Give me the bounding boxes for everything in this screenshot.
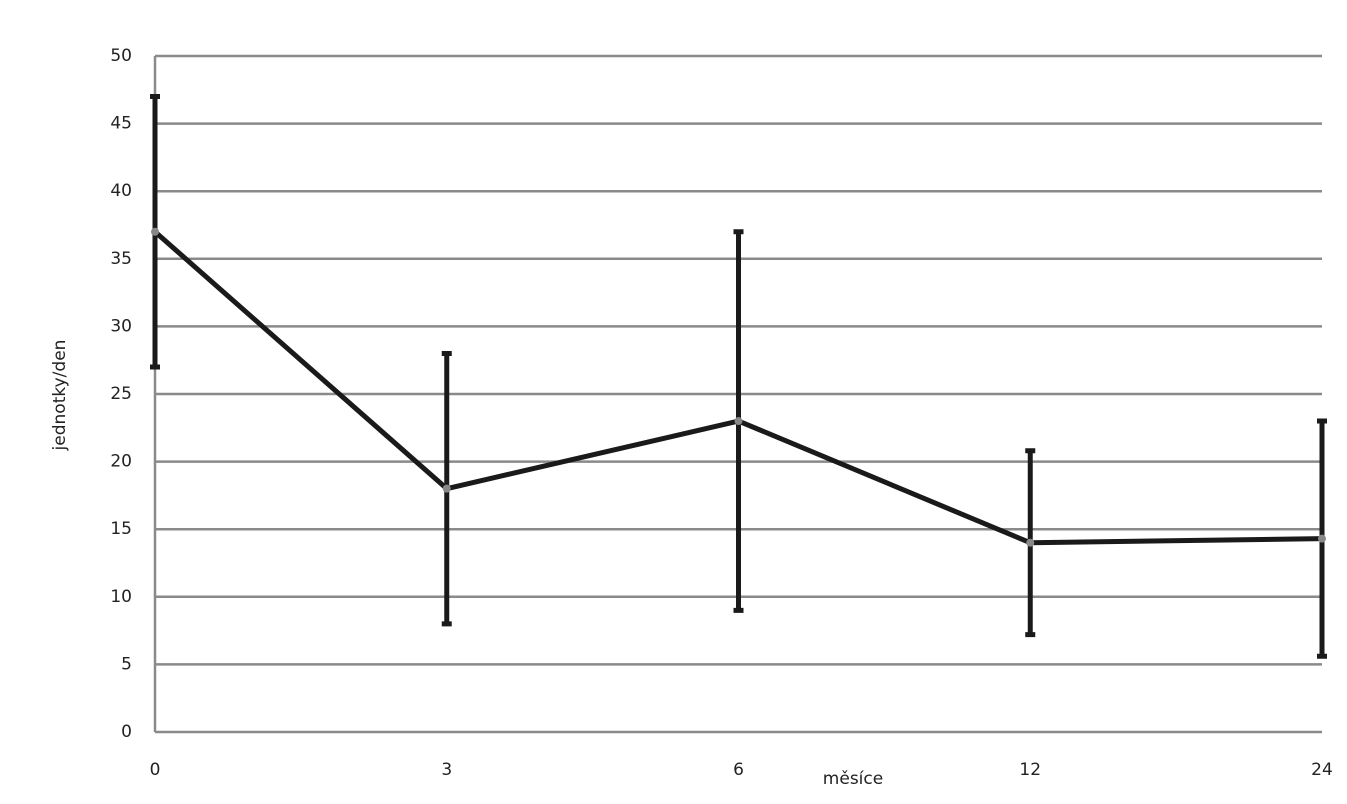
y-tick-label: 30 [110, 316, 132, 336]
y-tick-label: 20 [110, 452, 132, 472]
y-tick-label: 35 [110, 249, 132, 269]
y-tick-label: 10 [110, 587, 132, 607]
y-tick-label: 25 [110, 384, 132, 404]
y-axis-label: jednotky/den [50, 340, 70, 452]
x-tick-label: 24 [1311, 760, 1333, 780]
point-marker [151, 227, 159, 236]
y-tick-label: 15 [110, 519, 132, 539]
x-tick-label: 6 [733, 760, 744, 780]
point-marker [442, 484, 451, 493]
y-tick-label: 45 [110, 114, 132, 134]
x-tick-label: 3 [441, 760, 452, 780]
y-tick-label: 5 [121, 654, 132, 674]
x-axis-label: měsíce [823, 769, 883, 789]
y-tick-label: 40 [110, 181, 132, 201]
y-tick-label: 0 [121, 722, 132, 742]
point-marker [1026, 538, 1035, 547]
point-marker [1318, 534, 1326, 543]
x-tick-label: 0 [150, 760, 161, 780]
x-tick-label: 12 [1019, 760, 1041, 780]
y-tick-label: 50 [110, 46, 132, 66]
point-marker [734, 417, 743, 426]
